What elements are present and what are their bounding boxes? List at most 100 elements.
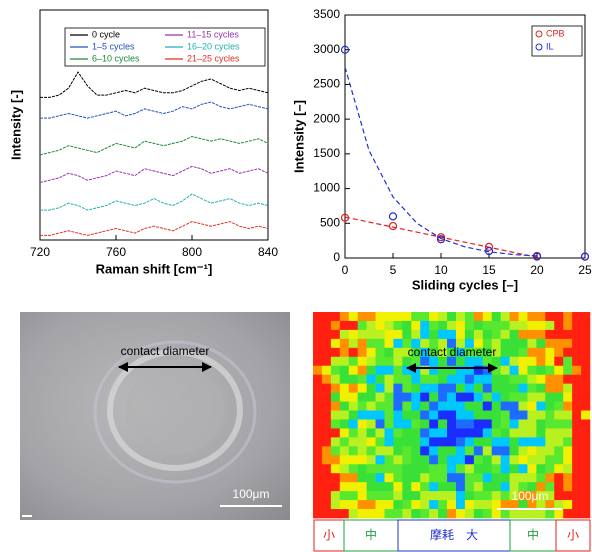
heatmap-cell (384, 446, 394, 456)
heatmap-cell (563, 428, 573, 438)
heatmap-cell (429, 383, 439, 393)
heatmap-cell (348, 401, 358, 411)
heatmap-cell (402, 482, 412, 492)
heatmap-cell (384, 356, 394, 367)
heatmap-cell (330, 401, 341, 411)
heatmap-cell (330, 410, 341, 420)
heatmap-cell (375, 437, 385, 447)
spectrum-line (40, 193, 269, 211)
heatmap-cell (554, 509, 564, 519)
heatmap-cell (393, 509, 403, 519)
heatmap-cell (527, 329, 537, 340)
heatmap-cell (313, 401, 323, 411)
heatmap-cell (384, 428, 394, 438)
heatmap-cell (402, 338, 412, 349)
heatmap-cell (438, 455, 448, 465)
heatmap-cell (509, 320, 519, 331)
heatmap-cell (518, 356, 528, 367)
heatmap-cell (464, 482, 475, 492)
plot-frame (39, 9, 269, 241)
heatmap-cell (402, 347, 412, 358)
heatmap-cell (402, 410, 412, 420)
heatmap-cell (339, 509, 350, 519)
heatmap-cell (554, 347, 564, 358)
y-tick-label: 2500 (313, 77, 340, 91)
heatmap-cell (348, 419, 358, 429)
heatmap-cell (357, 509, 367, 519)
heatmap-cell (429, 320, 439, 331)
heatmap-cell (375, 500, 385, 510)
heatmap-cell (527, 392, 537, 402)
heatmap-cell (509, 312, 519, 322)
legend-swatch (535, 43, 543, 51)
data-point (340, 213, 350, 222)
heatmap-cell (455, 419, 466, 429)
heatmap-cell (384, 401, 394, 411)
heatmap-cell (563, 455, 573, 465)
heatmap-cell (572, 356, 582, 367)
heatmap-cell (455, 428, 466, 438)
heatmap-cell (554, 455, 564, 465)
heatmap-panel (313, 312, 591, 519)
heatmap-cell (357, 446, 367, 456)
x-tick-label: 25 (578, 263, 592, 277)
heatmap-cell (455, 437, 466, 447)
heatmap-cell (554, 473, 564, 483)
heatmap-cell (581, 464, 591, 474)
heatmap-cell (375, 509, 385, 519)
heatmap-cell (545, 473, 555, 483)
heatmap-cell (411, 374, 421, 384)
heatmap-cell (509, 365, 519, 375)
heatmap-cell (527, 312, 537, 322)
heatmap-cell (554, 500, 564, 510)
heatmap-cell (554, 338, 564, 349)
heatmap-cell (518, 365, 528, 375)
heatmap-cell (509, 401, 519, 411)
heatmap-cell (330, 500, 341, 510)
heatmap-cell (518, 473, 528, 483)
heatmap-cell (491, 347, 501, 358)
heatmap-cell (482, 437, 493, 447)
heatmap-cell (491, 356, 501, 367)
heatmap-cell (348, 446, 358, 456)
heatmap-cell (509, 437, 519, 447)
heatmap-cell (402, 455, 412, 465)
heatmap-cell (536, 320, 546, 331)
y-tick-label: 500 (320, 215, 340, 229)
heatmap-cell (429, 312, 439, 322)
heatmap-cell (545, 392, 555, 402)
heatmap-cell (563, 401, 573, 411)
heatmap-cell (473, 347, 484, 358)
heatmap-cell (563, 347, 573, 358)
heatmap-cell (384, 437, 394, 447)
x-tick-label: 10 (434, 263, 448, 277)
heatmap-cell (509, 356, 519, 367)
heatmap-cell (563, 356, 573, 367)
heatmap-cell (366, 437, 376, 447)
heatmap-cell (500, 401, 510, 411)
heatmap-cell (509, 482, 519, 492)
heatmap-cell (447, 428, 457, 438)
heatmap-cell (464, 329, 475, 340)
heatmap-cell (402, 419, 412, 429)
heatmap-cell (455, 410, 466, 420)
heatmap-cell (321, 509, 332, 519)
heatmap-cell (563, 437, 573, 447)
heatmap-cell (482, 401, 493, 411)
data-point (484, 246, 494, 256)
heatmap-cell (366, 365, 376, 375)
heatmap-cell (527, 482, 537, 492)
heatmap-cell (402, 312, 412, 322)
heatmap-cell (554, 428, 564, 438)
heatmap-cell (491, 437, 501, 447)
heatmap-cell (536, 410, 546, 420)
heatmap-cell (554, 401, 564, 411)
heatmap-cell (581, 482, 591, 492)
heatmap-cell (473, 320, 484, 331)
heatmap-cell (500, 347, 510, 358)
heatmap-cell (500, 455, 510, 465)
heatmap-cell (518, 401, 528, 411)
heatmap-cell (491, 473, 501, 483)
heatmap-cell (348, 428, 358, 438)
heatmap-cell (500, 374, 510, 384)
